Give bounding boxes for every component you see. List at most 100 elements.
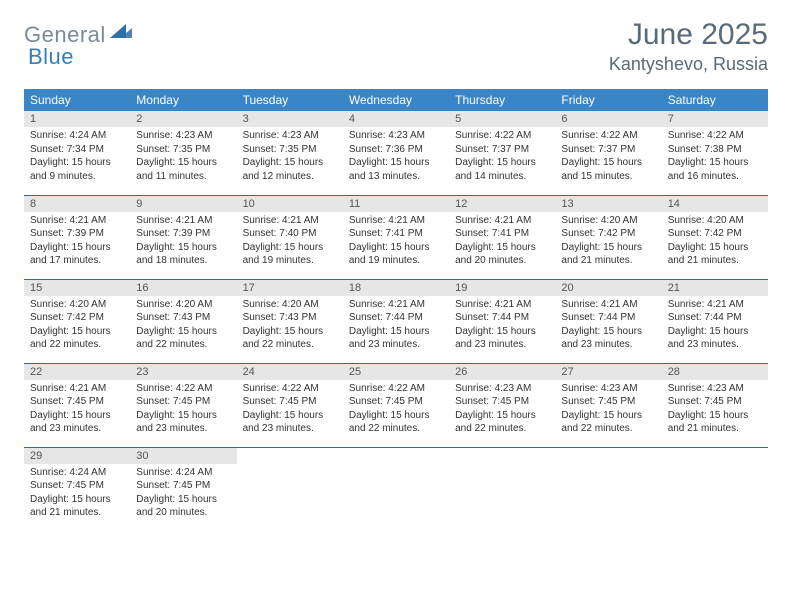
calendar-cell: 17 Sunrise: 4:20 AMSunset: 7:43 PMDayligh…	[237, 279, 343, 363]
calendar-cell: 13Sunrise: 4:20 AMSunset: 7:42 PMDayligh…	[555, 195, 661, 279]
day-details: Sunrise: 4:23 AMSunset: 7:35 PMDaylight:…	[130, 129, 236, 187]
sunrise-line: Sunrise: 4:20 AM	[561, 214, 655, 228]
calendar-cell: 8Sunrise: 4:21 AMSunset: 7:39 PMDaylight…	[24, 195, 130, 279]
day-number: 1	[24, 111, 130, 127]
calendar-cell: 5Sunrise: 4:22 AMSunset: 7:37 PMDaylight…	[449, 111, 555, 195]
calendar-cell: 20 Sunrise: 4:21 AMSunset: 7:44 PMDayligh…	[555, 279, 661, 363]
daylight-line: Daylight: 15 hours and 14 minutes.	[455, 156, 549, 183]
day-number: 17	[237, 280, 343, 296]
sunrise-line: Sunrise: 4:21 AM	[349, 298, 443, 312]
weekday-header-row: Sunday Monday Tuesday Wednesday Thursday…	[24, 89, 768, 111]
sunset-line: Sunset: 7:37 PM	[561, 143, 655, 157]
daylight-line: Daylight: 15 hours and 20 minutes.	[455, 241, 549, 268]
calendar-week-row: 1Sunrise: 4:24 AMSunset: 7:34 PMDaylight…	[24, 111, 768, 195]
day-number: 22	[24, 364, 130, 380]
daylight-line: Daylight: 15 hours and 23 minutes.	[561, 325, 655, 352]
day-details: Sunrise: 4:24 AMSunset: 7:45 PMDaylight:…	[130, 466, 236, 524]
sunset-line: Sunset: 7:41 PM	[349, 227, 443, 241]
logo-text-blue: Blue	[28, 44, 74, 70]
day-details: Sunrise: 4:20 AMSunset: 7:42 PMDaylight:…	[555, 214, 661, 272]
sunrise-line: Sunrise: 4:23 AM	[668, 382, 762, 396]
sunrise-line: Sunrise: 4:23 AM	[243, 129, 337, 143]
day-number: 27	[555, 364, 661, 380]
day-number: 4	[343, 111, 449, 127]
sunrise-line: Sunrise: 4:24 AM	[30, 129, 124, 143]
calendar-cell: 11 Sunrise: 4:21 AMSunset: 7:41 PMDayligh…	[343, 195, 449, 279]
daylight-line: Daylight: 15 hours and 22 minutes.	[243, 325, 337, 352]
calendar-cell: 14Sunrise: 4:20 AMSunset: 7:42 PMDayligh…	[662, 195, 768, 279]
sunset-line: Sunset: 7:45 PM	[455, 395, 549, 409]
day-details: Sunrise: 4:23 AMSunset: 7:45 PMDaylight:…	[662, 382, 768, 440]
sunrise-line: Sunrise: 4:21 AM	[561, 298, 655, 312]
day-number: 9	[130, 196, 236, 212]
day-details: Sunrise: 4:21 AMSunset: 7:41 PMDaylight:…	[343, 214, 449, 272]
calendar-week-row: 22Sunrise: 4:21 AMSunset: 7:45 PMDayligh…	[24, 363, 768, 447]
calendar-cell: 18Sunrise: 4:21 AMSunset: 7:44 PMDayligh…	[343, 279, 449, 363]
daylight-line: Daylight: 15 hours and 12 minutes.	[243, 156, 337, 183]
daylight-line: Daylight: 15 hours and 9 minutes.	[30, 156, 124, 183]
day-number: 30	[130, 448, 236, 464]
day-details: Sunrise: 4:21 AMSunset: 7:44 PMDaylight:…	[555, 298, 661, 356]
sunrise-line: Sunrise: 4:22 AM	[349, 382, 443, 396]
sunrise-line: Sunrise: 4:21 AM	[30, 214, 124, 228]
sunrise-line: Sunrise: 4:21 AM	[668, 298, 762, 312]
day-number: 5	[449, 111, 555, 127]
daylight-line: Daylight: 15 hours and 23 minutes.	[136, 409, 230, 436]
calendar-cell: 29 Sunrise: 4:24 AMSunset: 7:45 PMDayligh…	[24, 447, 130, 531]
weekday-header: Wednesday	[343, 89, 449, 111]
sunrise-line: Sunrise: 4:21 AM	[455, 214, 549, 228]
day-number: 12	[449, 196, 555, 212]
day-number: 25	[343, 364, 449, 380]
day-details: Sunrise: 4:21 AMSunset: 7:39 PMDaylight:…	[24, 214, 130, 272]
day-number: 29	[24, 448, 130, 464]
daylight-line: Daylight: 15 hours and 22 minutes.	[349, 409, 443, 436]
day-details: Sunrise: 4:23 AMSunset: 7:45 PMDaylight:…	[555, 382, 661, 440]
calendar-cell	[237, 447, 343, 531]
day-details: Sunrise: 4:20 AMSunset: 7:43 PMDaylight:…	[237, 298, 343, 356]
day-details: Sunrise: 4:24 AMSunset: 7:45 PMDaylight:…	[24, 466, 130, 524]
header: General June 2025 Kantyshevo, Russia	[24, 18, 768, 75]
day-number: 24	[237, 364, 343, 380]
sunset-line: Sunset: 7:44 PM	[668, 311, 762, 325]
sunset-line: Sunset: 7:42 PM	[561, 227, 655, 241]
calendar-cell: 12Sunrise: 4:21 AMSunset: 7:41 PMDayligh…	[449, 195, 555, 279]
sunrise-line: Sunrise: 4:20 AM	[243, 298, 337, 312]
daylight-line: Daylight: 15 hours and 21 minutes.	[668, 241, 762, 268]
daylight-line: Daylight: 15 hours and 23 minutes.	[30, 409, 124, 436]
day-details: Sunrise: 4:22 AMSunset: 7:45 PMDaylight:…	[343, 382, 449, 440]
day-number: 20	[555, 280, 661, 296]
daylight-line: Daylight: 15 hours and 20 minutes.	[136, 493, 230, 520]
sunrise-line: Sunrise: 4:21 AM	[243, 214, 337, 228]
calendar-cell: 9Sunrise: 4:21 AMSunset: 7:39 PMDaylight…	[130, 195, 236, 279]
sunset-line: Sunset: 7:45 PM	[30, 479, 124, 493]
day-number: 2	[130, 111, 236, 127]
sunrise-line: Sunrise: 4:20 AM	[136, 298, 230, 312]
day-details: Sunrise: 4:21 AMSunset: 7:44 PMDaylight:…	[343, 298, 449, 356]
day-number: 3	[237, 111, 343, 127]
daylight-line: Daylight: 15 hours and 23 minutes.	[243, 409, 337, 436]
sunset-line: Sunset: 7:44 PM	[349, 311, 443, 325]
day-number: 11	[343, 196, 449, 212]
day-details: Sunrise: 4:22 AMSunset: 7:45 PMDaylight:…	[130, 382, 236, 440]
weekday-header: Thursday	[449, 89, 555, 111]
sunset-line: Sunset: 7:34 PM	[30, 143, 124, 157]
day-details: Sunrise: 4:22 AMSunset: 7:45 PMDaylight:…	[237, 382, 343, 440]
day-number: 21	[662, 280, 768, 296]
calendar-cell	[662, 447, 768, 531]
daylight-line: Daylight: 15 hours and 22 minutes.	[30, 325, 124, 352]
calendar-cell: 22Sunrise: 4:21 AMSunset: 7:45 PMDayligh…	[24, 363, 130, 447]
sunrise-line: Sunrise: 4:23 AM	[561, 382, 655, 396]
sunrise-line: Sunrise: 4:21 AM	[349, 214, 443, 228]
title-block: June 2025 Kantyshevo, Russia	[609, 18, 768, 75]
sunrise-line: Sunrise: 4:22 AM	[243, 382, 337, 396]
daylight-line: Daylight: 15 hours and 21 minutes.	[561, 241, 655, 268]
sunset-line: Sunset: 7:43 PM	[136, 311, 230, 325]
day-details: Sunrise: 4:23 AMSunset: 7:36 PMDaylight:…	[343, 129, 449, 187]
day-number: 26	[449, 364, 555, 380]
sunrise-line: Sunrise: 4:20 AM	[30, 298, 124, 312]
logo-mark-icon	[110, 24, 132, 47]
sunrise-line: Sunrise: 4:22 AM	[136, 382, 230, 396]
calendar-cell: 25 Sunrise: 4:22 AMSunset: 7:45 PMDayligh…	[343, 363, 449, 447]
sunset-line: Sunset: 7:45 PM	[561, 395, 655, 409]
calendar-cell: 7Sunrise: 4:22 AMSunset: 7:38 PMDaylight…	[662, 111, 768, 195]
